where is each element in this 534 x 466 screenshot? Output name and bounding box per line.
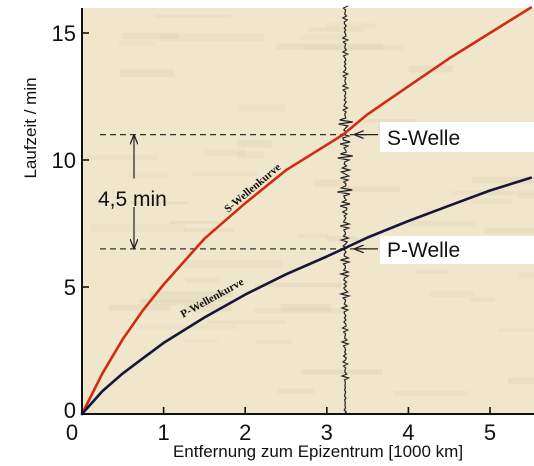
p-label-backdrop: [380, 236, 534, 264]
texture-stripe: [108, 304, 170, 311]
texture-stripe: [118, 40, 156, 46]
y-tick-label: 10: [52, 148, 76, 173]
texture-stripe: [326, 23, 376, 29]
texture-stripe: [184, 304, 232, 312]
texture-stripe: [238, 104, 286, 112]
x-tick-label: 4: [402, 420, 414, 445]
texture-stripe: [304, 44, 404, 51]
texture-stripe: [280, 303, 331, 312]
x-tick-label: 0: [66, 420, 78, 445]
texture-stripe: [170, 220, 219, 224]
texture-stripe: [192, 171, 259, 177]
texture-stripe: [471, 176, 534, 184]
texture-stripe: [204, 149, 246, 156]
x-axis-label: Entfernung zum Epizentrum [1000 km]: [173, 442, 463, 461]
x-tick-label: 3: [321, 420, 333, 445]
texture-stripe: [393, 391, 469, 396]
texture-stripe: [184, 228, 234, 233]
texture-stripe: [508, 377, 534, 384]
texture-stripe: [185, 277, 220, 284]
texture-stripe: [237, 139, 272, 148]
seismogram-line: [337, 5, 353, 415]
x-tick-label: 2: [239, 420, 251, 445]
texture-stripe: [301, 369, 383, 375]
texture-stripe: [85, 155, 158, 161]
texture-stripe: [363, 119, 416, 123]
texture-stripe: [314, 179, 346, 187]
y-axis-label: Laufzeit / min: [21, 77, 40, 178]
x-tick-label: 5: [484, 420, 496, 445]
s-label-backdrop: [380, 122, 534, 152]
y-tick-label: 15: [52, 21, 76, 46]
texture-stripe: [128, 172, 169, 178]
difference-label: 4,5 min: [98, 188, 167, 211]
p-wave-label: P-Welle: [387, 239, 460, 262]
texture-stripe: [415, 269, 449, 274]
texture-stripe: [498, 328, 534, 332]
arrival-guides: [100, 135, 378, 249]
texture-stripe: [308, 27, 364, 32]
texture-stripe: [254, 308, 345, 314]
texture-stripe: [121, 32, 179, 40]
texture-stripe: [183, 339, 219, 343]
texture-stripe: [150, 291, 233, 298]
texture-stripe: [141, 297, 214, 306]
texture-stripe: [471, 198, 513, 205]
wave-curves: [80, 6, 533, 416]
y-tick-label: 0: [64, 398, 76, 423]
texture-stripe: [275, 43, 384, 50]
texture-stripe: [346, 186, 401, 192]
p-wave-curve: [80, 176, 533, 416]
s-wave-curve: [80, 6, 533, 416]
texture-stripe: [484, 227, 534, 234]
s-wave-label: S-Welle: [387, 127, 460, 150]
texture-stripe: [277, 388, 315, 394]
texture-stripe: [470, 297, 495, 302]
texture-stripe: [297, 233, 329, 238]
y-tick-label: 5: [64, 275, 76, 300]
texture-stripe: [138, 299, 235, 303]
texture-stripe: [256, 339, 293, 345]
texture-stripe: [408, 65, 454, 73]
axis-ticks: 0 1 2 3 4 5 0 5 10 15: [52, 21, 497, 445]
texture-stripe: [488, 190, 534, 196]
texture-stripe: [159, 33, 264, 42]
texture-stripe: [409, 220, 477, 227]
texture-stripe: [130, 201, 188, 205]
seismogram-trace: [337, 5, 353, 415]
texture-stripe: [299, 34, 345, 40]
texture-stripe: [183, 260, 283, 268]
texture-stripe: [326, 236, 358, 242]
texture-stripe: [236, 151, 264, 159]
texture-stripe: [429, 291, 475, 298]
texture-stripe: [255, 282, 342, 288]
texture-stripe: [91, 224, 186, 232]
texture-stripe: [154, 14, 231, 18]
texture-stripe: [517, 272, 534, 279]
x-tick-label: 1: [157, 420, 169, 445]
texture-stripe: [120, 69, 175, 78]
texture-stripe: [207, 320, 287, 324]
texture-stripe: [517, 192, 534, 199]
